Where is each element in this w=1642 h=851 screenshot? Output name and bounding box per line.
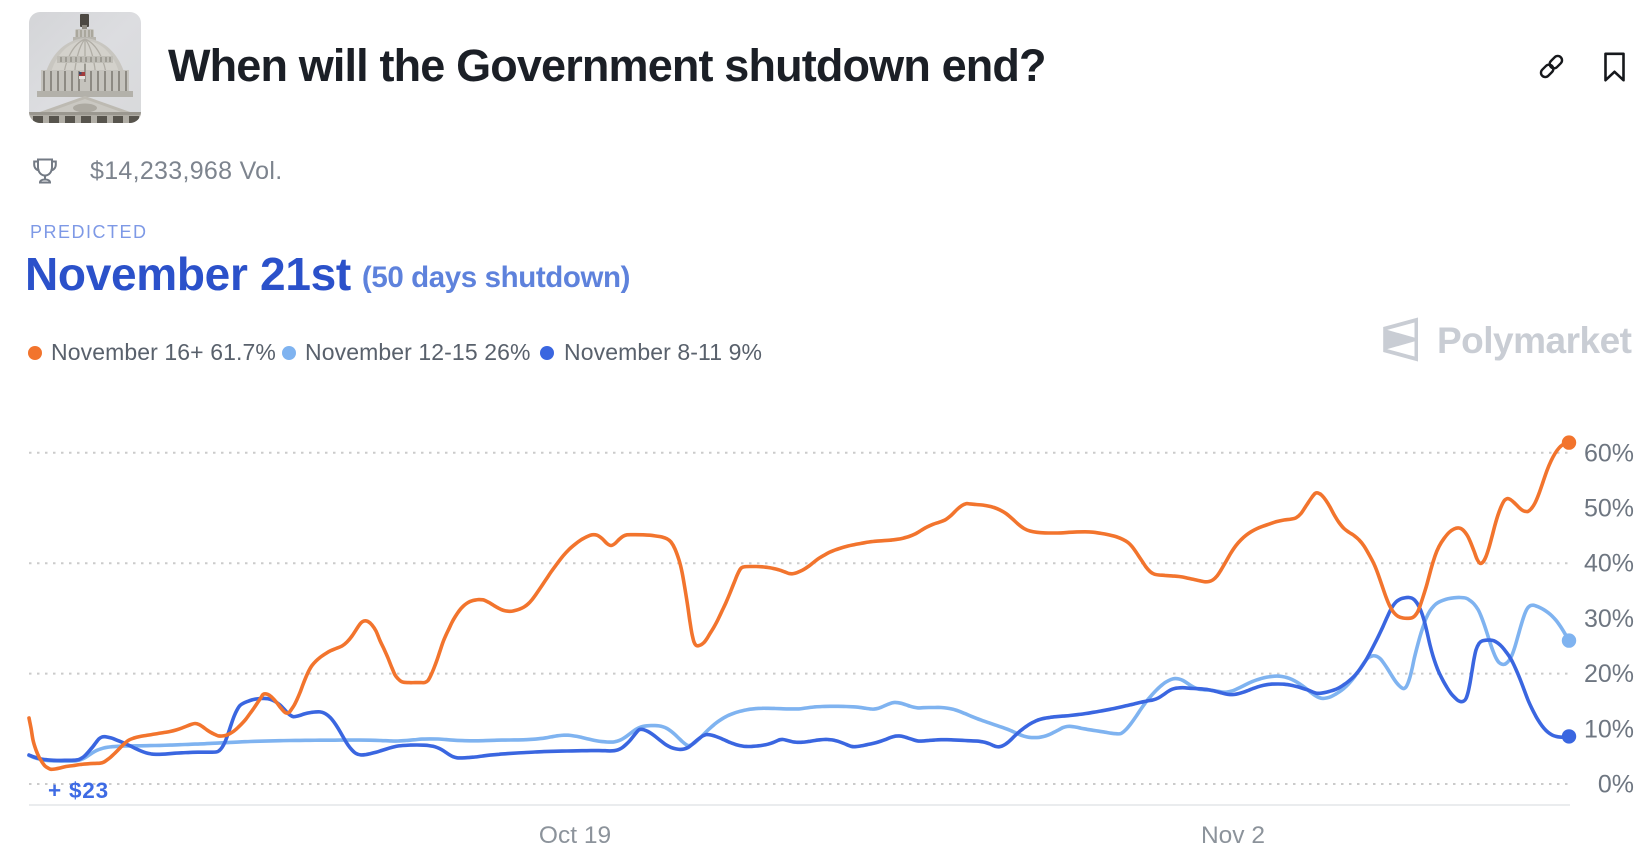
svg-text:60%: 60% xyxy=(1584,439,1634,467)
svg-text:20%: 20% xyxy=(1584,660,1634,688)
svg-text:10%: 10% xyxy=(1584,715,1634,743)
svg-text:30%: 30% xyxy=(1584,605,1634,633)
svg-text:50%: 50% xyxy=(1584,495,1634,523)
svg-text:Oct 19: Oct 19 xyxy=(539,822,611,849)
svg-text:+ $23: + $23 xyxy=(48,778,109,803)
svg-text:0%: 0% xyxy=(1598,771,1634,799)
svg-text:40%: 40% xyxy=(1584,550,1634,578)
svg-text:Nov 2: Nov 2 xyxy=(1201,822,1265,849)
